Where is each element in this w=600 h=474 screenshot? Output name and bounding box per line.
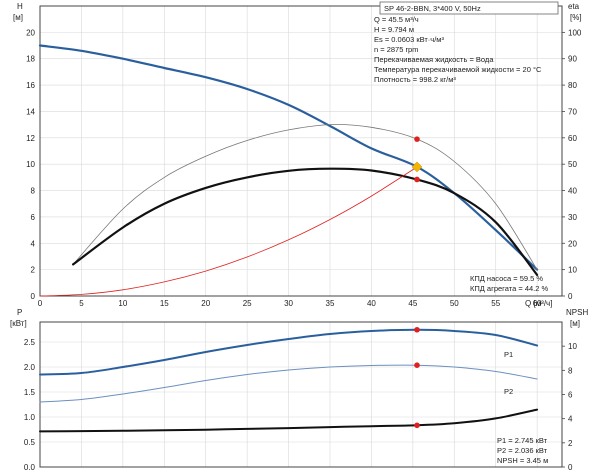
system-curve-curve: [39, 166, 418, 297]
x-tick-label: 0: [38, 299, 43, 308]
top-x-axis-label: Q [м³/ч]: [525, 299, 552, 308]
x-tick-label: 40: [367, 299, 376, 308]
x-tick-label: 50: [450, 299, 459, 308]
unit-efficiency-curve: [72, 167, 539, 276]
x-tick-label: 15: [160, 299, 169, 308]
right-tick-label: 10: [568, 266, 577, 275]
info-line: Q = 45.5 м³/ч: [374, 15, 419, 24]
right-tick-label: 80: [568, 81, 577, 90]
right-tick-label: 0: [568, 463, 573, 472]
left-tick-label: 8: [31, 187, 36, 196]
bottom-panel: 0.0 0.5 1.0 1.5 2.0 2.5 0 2 4 6 8 10 P [кВт] NPSH …: [10, 308, 588, 472]
left-tick-label: 1.0: [24, 413, 36, 422]
bottom-markers-group: [414, 326, 420, 429]
right-tick-label: 8: [568, 366, 573, 375]
right-tick-label: 20: [568, 239, 577, 248]
x-tick-label: 30: [284, 299, 293, 308]
left-tick-label: 2: [31, 266, 36, 275]
x-tick-label: 60: [533, 299, 542, 308]
operating-point-marker: [414, 176, 420, 183]
x-tick-label: 45: [408, 299, 417, 308]
top-series-group: [38, 44, 539, 297]
right-tick-label: 60: [568, 134, 577, 143]
unit-efficiency-label: КПД агрегата = 44.2 %: [470, 284, 548, 293]
right-tick-label: 0: [568, 292, 573, 301]
x-tick-label: 5: [79, 299, 84, 308]
info-line: H = 9.794 м: [374, 25, 414, 34]
P1-curve: [39, 328, 539, 376]
chart-title: SP 46-2-BBN, 3*400 V, 50Hz: [384, 4, 481, 13]
npsh-value-label: NPSH = 3.45 м: [497, 456, 548, 465]
left-tick-label: 1.5: [24, 388, 36, 397]
top-left-axis-label-symbol: H: [17, 2, 23, 11]
left-tick-label: 2.5: [24, 338, 36, 347]
pump-efficiency-curve: [72, 124, 538, 270]
x-tick-label: 55: [491, 299, 500, 308]
top-grid: [40, 6, 562, 297]
left-tick-label: 4: [31, 239, 36, 248]
right-tick-label: 40: [568, 187, 577, 196]
right-tick-label: 90: [568, 55, 577, 64]
left-tick-label: 20: [26, 28, 35, 37]
bottom-right-axis-label-unit: [м]: [570, 319, 580, 328]
pump-efficiency-label: КПД насоса = 59.5 %: [470, 274, 543, 283]
operating-point-info: Q = 45.5 м³/ч H = 9.794 м Es = 0.0603 кВ…: [374, 15, 542, 84]
operating-point-marker: [414, 422, 420, 429]
left-tick-label: 6: [31, 213, 36, 222]
left-tick-label: 2.0: [24, 363, 36, 372]
right-tick-label: 100: [568, 28, 582, 37]
right-tick-label: 10: [568, 342, 577, 351]
left-tick-label: 18: [26, 55, 35, 64]
info-line: Es = 0.0603 кВт·ч/м³: [374, 35, 444, 44]
p2-series-label: P2: [504, 387, 513, 396]
right-tick-label: 50: [568, 160, 577, 169]
p1-series-label: P1: [504, 350, 513, 359]
bottom-left-tick-labels: 0.0 0.5 1.0 1.5 2.0 2.5: [24, 338, 36, 472]
bottom-left-axis-label-symbol: P: [17, 308, 22, 317]
left-tick-label: 12: [26, 134, 35, 143]
left-tick-label: 16: [26, 81, 35, 90]
top-right-tick-labels: 0 10 20 30 40 50 60 70 80 90 100: [562, 28, 582, 301]
top-left-tick-labels: 0 2 4 6 8 10 12 14 16 18 20: [26, 28, 35, 301]
p2-value-label: P2 = 2.036 кВт: [497, 446, 548, 455]
bottom-left-axis-label-unit: [кВт]: [10, 319, 27, 328]
right-tick-label: 4: [568, 415, 573, 424]
top-left-axis-label-unit: [м]: [13, 13, 23, 22]
bottom-series-group: [39, 328, 539, 433]
bottom-right-axis-label-symbol: NPSH: [566, 308, 588, 317]
right-tick-label: 6: [568, 391, 573, 400]
left-tick-label: 10: [26, 160, 35, 169]
right-tick-label: 30: [568, 213, 577, 222]
NPSH-curve: [39, 408, 539, 433]
operating-point-marker: [414, 326, 420, 333]
top-right-axis-label-unit: [%]: [570, 13, 582, 22]
left-tick-label: 0: [31, 292, 36, 301]
x-tick-label: 20: [201, 299, 210, 308]
info-line: Температура перекачиваемой жидкости = 20…: [374, 65, 542, 74]
left-tick-label: 0.0: [24, 463, 36, 472]
top-right-axis-label-symbol: eta: [568, 2, 580, 11]
x-tick-label: 25: [243, 299, 252, 308]
top-markers-group: [411, 136, 423, 183]
x-tick-label: 35: [326, 299, 335, 308]
P2-curve: [39, 364, 538, 403]
info-line: Перекачиваемая жидкость = Вода: [374, 55, 494, 64]
left-tick-label: 0.5: [24, 438, 36, 447]
right-tick-label: 70: [568, 107, 577, 116]
right-tick-label: 2: [568, 439, 573, 448]
info-line: Плотность = 998.2 кг/м³: [374, 75, 456, 84]
top-plot-frame: [39, 5, 563, 297]
bottom-right-tick-labels: 0 2 4 6 8 10: [562, 342, 577, 472]
operating-point-marker: [414, 362, 420, 369]
title-box: [379, 1, 559, 15]
operating-point-marker: [414, 136, 420, 142]
x-tick-label: 10: [118, 299, 127, 308]
duty-point-marker: [411, 161, 423, 173]
left-tick-label: 14: [26, 107, 35, 116]
p1-value-label: P1 = 2.745 кВт: [497, 436, 548, 445]
info-line: n = 2875 rpm: [374, 45, 418, 54]
top-x-tick-labels: 5 10 15 20 25 30 35 40 45 50 55 60 0: [38, 299, 542, 308]
